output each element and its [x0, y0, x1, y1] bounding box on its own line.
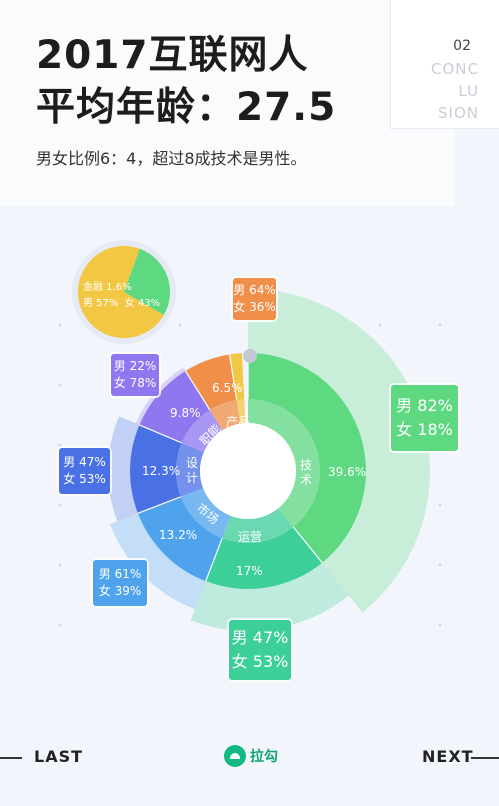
inner-segment-finance — [236, 399, 246, 424]
finance-marker — [243, 349, 257, 363]
outer-fan-tech — [248, 289, 430, 613]
brand-logo-icon — [224, 745, 246, 767]
brand-name: 拉勾 — [250, 749, 278, 765]
gender-label-tech: 男 82% 女 18% — [391, 385, 458, 451]
ring-segment-finance — [229, 353, 245, 400]
ring-segment-tech — [248, 353, 366, 563]
section-word: CONC LU SION — [403, 58, 479, 124]
inner-segment-tech — [248, 399, 321, 527]
nav-next-button[interactable]: NEXT — [422, 747, 474, 766]
outer-fan-market — [109, 513, 206, 610]
outer-ring — [108, 289, 430, 632]
percent-tech: 39.6% — [328, 465, 367, 479]
section-badge: 02 CONC LU SION — [391, 0, 499, 128]
outer-fan-design — [108, 416, 140, 522]
ring-segment-product — [185, 354, 237, 410]
header-background — [0, 0, 455, 206]
inner-segment-function — [181, 409, 223, 453]
inner-segment-design — [176, 442, 204, 497]
inner-ring — [176, 399, 321, 543]
section-word-line-3: SION — [438, 104, 479, 122]
gender-label-ops: 男 47% 女 53% — [229, 620, 291, 680]
gender-label-product-female: 女 36% — [233, 300, 276, 314]
category-design: 设计 — [186, 456, 199, 485]
gender-label-ops-female: 女 53% — [231, 652, 289, 671]
percent-design: 12.3% — [142, 464, 181, 478]
gender-label-market: 男 61% 女 39% — [93, 560, 147, 606]
gender-label-tech-male: 男 82% — [396, 396, 453, 415]
gender-label-product-male: 男 64% — [233, 283, 276, 297]
finance-pie-green — [124, 248, 171, 315]
percent-product: 6.5% — [212, 381, 243, 395]
gender-label-design: 男 47% 女 53% — [59, 448, 110, 494]
gender-label-design-female: 女 53% — [63, 472, 106, 486]
page-title: 2017互联网人 平均年龄：27.5 — [36, 30, 336, 134]
gender-label-function-male: 男 22% — [113, 359, 157, 373]
section-number: 02 — [453, 38, 471, 54]
gender-label-market-female: 女 39% — [98, 584, 142, 598]
brand: 拉勾 — [224, 745, 278, 767]
gender-label-product: 男 64% 女 36% — [233, 278, 276, 320]
title-line-2: 平均年龄：27.5 — [36, 85, 337, 130]
finance-label: 金融 1.6% — [83, 282, 132, 293]
nav-next-line — [471, 757, 499, 759]
finance-pie-yellow — [78, 245, 164, 338]
gender-label-ops-male: 男 47% — [231, 628, 289, 647]
percent-ops: 17% — [236, 564, 263, 578]
inner-segment-market — [180, 488, 231, 539]
ring-segment-market — [137, 496, 223, 582]
gender-label-market-male: 男 61% — [98, 567, 142, 581]
section-word-line-1: CONC — [431, 60, 479, 78]
ring-segment-ops — [205, 526, 323, 589]
inner-segment-product — [209, 399, 241, 431]
section-word-line-2: LU — [458, 82, 479, 100]
ring-segment-design — [130, 424, 182, 514]
gender-label-tech-female: 女 18% — [396, 420, 453, 439]
middle-ring — [130, 353, 366, 589]
nav-prev-button[interactable]: LAST — [34, 747, 84, 766]
title-line-1: 2017互联网人 — [36, 33, 309, 78]
ring-segment-function — [139, 370, 210, 443]
percent-function: 9.8% — [170, 406, 201, 420]
category-tech: 技术 — [300, 458, 313, 487]
inner-segment-ops — [222, 508, 294, 543]
page-subtitle: 男女比例6：4，超过8成技术是男性。 — [36, 149, 307, 168]
finance-split: 男 57% 女 43% — [83, 298, 161, 309]
gender-label-function: 男 22% 女 78% — [111, 354, 159, 396]
gender-label-function-female: 女 78% — [113, 376, 157, 390]
category-product: 产品 — [226, 415, 251, 429]
donut-hole — [200, 423, 296, 519]
outer-fan-function — [135, 367, 186, 425]
finance-pie — [78, 245, 171, 338]
category-ops: 运营 — [238, 530, 263, 544]
outer-fan-ops — [190, 562, 349, 632]
gender-label-design-male: 男 47% — [63, 455, 106, 469]
nav-prev-line — [0, 757, 22, 759]
percent-market: 13.2% — [159, 528, 198, 542]
